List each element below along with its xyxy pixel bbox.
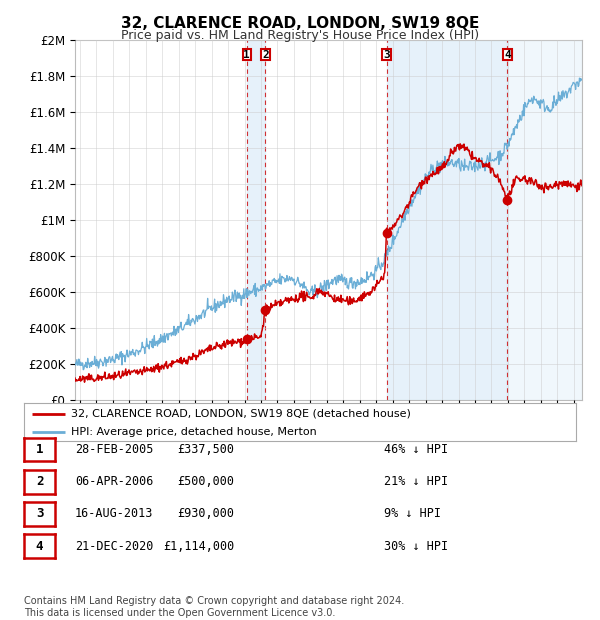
Text: £337,500: £337,500 <box>177 443 234 456</box>
Text: 21% ↓ HPI: 21% ↓ HPI <box>384 476 448 488</box>
Text: 4: 4 <box>504 50 511 60</box>
Text: Contains HM Land Registry data © Crown copyright and database right 2024.
This d: Contains HM Land Registry data © Crown c… <box>24 596 404 618</box>
Text: 46% ↓ HPI: 46% ↓ HPI <box>384 443 448 456</box>
Text: 21-DEC-2020: 21-DEC-2020 <box>75 540 154 552</box>
Text: £500,000: £500,000 <box>177 476 234 488</box>
Text: 32, CLARENCE ROAD, LONDON, SW19 8QE (detached house): 32, CLARENCE ROAD, LONDON, SW19 8QE (det… <box>71 409 411 419</box>
Bar <box>508 40 582 400</box>
Text: £1,114,000: £1,114,000 <box>163 540 234 552</box>
Text: 06-APR-2006: 06-APR-2006 <box>75 476 154 488</box>
Text: £930,000: £930,000 <box>177 508 234 520</box>
FancyBboxPatch shape <box>382 49 391 60</box>
Text: 16-AUG-2013: 16-AUG-2013 <box>75 508 154 520</box>
FancyBboxPatch shape <box>503 49 512 60</box>
Text: HPI: Average price, detached house, Merton: HPI: Average price, detached house, Mert… <box>71 427 317 437</box>
Text: 3: 3 <box>36 508 43 520</box>
Text: 1: 1 <box>36 443 43 456</box>
Text: 28-FEB-2005: 28-FEB-2005 <box>75 443 154 456</box>
Text: 2: 2 <box>262 50 269 60</box>
Text: 2: 2 <box>36 476 43 488</box>
Text: 1: 1 <box>244 50 250 60</box>
Text: 30% ↓ HPI: 30% ↓ HPI <box>384 540 448 552</box>
Text: 32, CLARENCE ROAD, LONDON, SW19 8QE: 32, CLARENCE ROAD, LONDON, SW19 8QE <box>121 16 479 30</box>
FancyBboxPatch shape <box>242 49 251 60</box>
Text: 4: 4 <box>36 540 43 552</box>
Text: 9% ↓ HPI: 9% ↓ HPI <box>384 508 441 520</box>
Text: Price paid vs. HM Land Registry's House Price Index (HPI): Price paid vs. HM Land Registry's House … <box>121 29 479 42</box>
Bar <box>386 40 508 400</box>
FancyBboxPatch shape <box>262 49 269 60</box>
Text: 3: 3 <box>383 50 390 60</box>
Bar <box>247 40 265 400</box>
